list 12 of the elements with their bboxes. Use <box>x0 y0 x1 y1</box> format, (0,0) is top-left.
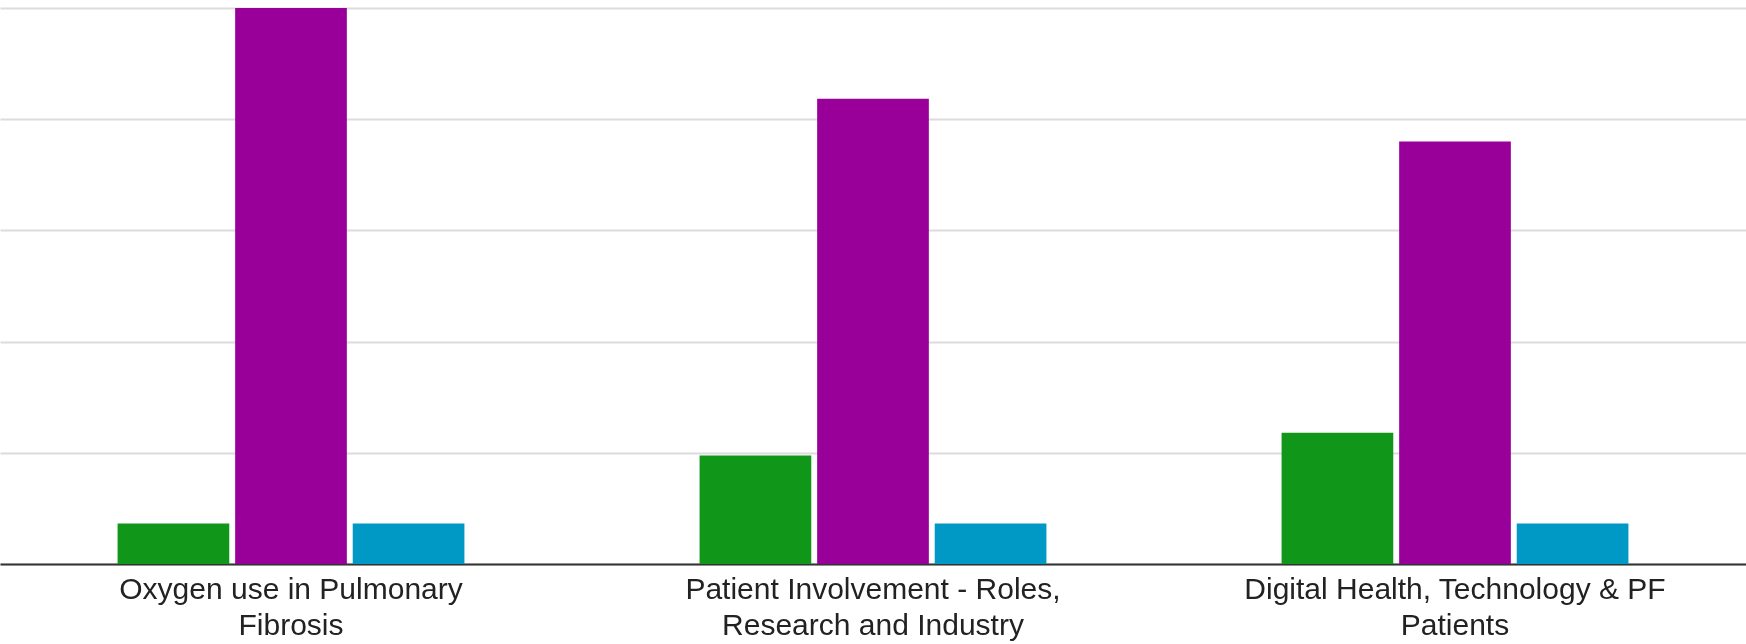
bar <box>934 523 1047 564</box>
bar <box>1281 432 1394 564</box>
x-tick-label: Patient Involvement - Roles, Research and Industry <box>685 571 1061 641</box>
bar <box>235 8 347 564</box>
bar <box>1399 141 1511 564</box>
bar <box>699 455 812 564</box>
bar <box>352 523 465 564</box>
x-tick-label: Oxygen use in Pulmonary Fibrosis <box>119 571 463 641</box>
bar <box>817 98 929 564</box>
bar <box>1516 523 1629 564</box>
bar <box>117 523 230 564</box>
x-tick-label: Digital Health, Technology & PF Patients <box>1244 571 1666 641</box>
